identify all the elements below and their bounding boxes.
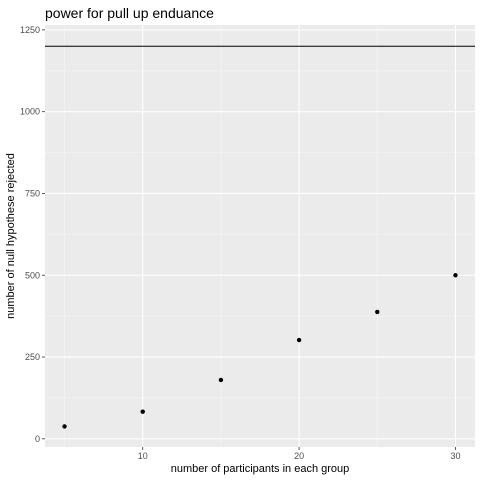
data-point bbox=[140, 409, 145, 414]
x-tick-label: 10 bbox=[138, 451, 148, 461]
chart-title: power for pull up enduance bbox=[45, 5, 214, 21]
data-point bbox=[453, 273, 458, 278]
y-tick-label: 1000 bbox=[20, 107, 40, 117]
y-tick-label: 750 bbox=[25, 188, 40, 198]
x-tick-label: 30 bbox=[450, 451, 460, 461]
y-tick-label: 0 bbox=[35, 434, 40, 444]
y-tick-label: 1250 bbox=[20, 25, 40, 35]
x-axis-title: number of participants in each group bbox=[171, 463, 350, 475]
y-axis-title: number of null hypothese rejected bbox=[5, 153, 17, 319]
data-point bbox=[375, 309, 380, 315]
plot-panel bbox=[45, 25, 475, 447]
axis-ticks: 10 20 30 0 250 500 750 1000 1250 bbox=[20, 25, 460, 461]
grid-lines bbox=[45, 25, 475, 447]
data-layer bbox=[45, 45, 475, 429]
data-point bbox=[62, 424, 67, 429]
data-point bbox=[296, 337, 302, 343]
x-tick-label: 20 bbox=[294, 451, 304, 461]
y-tick-label: 500 bbox=[25, 270, 40, 280]
y-tick-label: 250 bbox=[25, 352, 40, 362]
data-point bbox=[218, 377, 224, 383]
